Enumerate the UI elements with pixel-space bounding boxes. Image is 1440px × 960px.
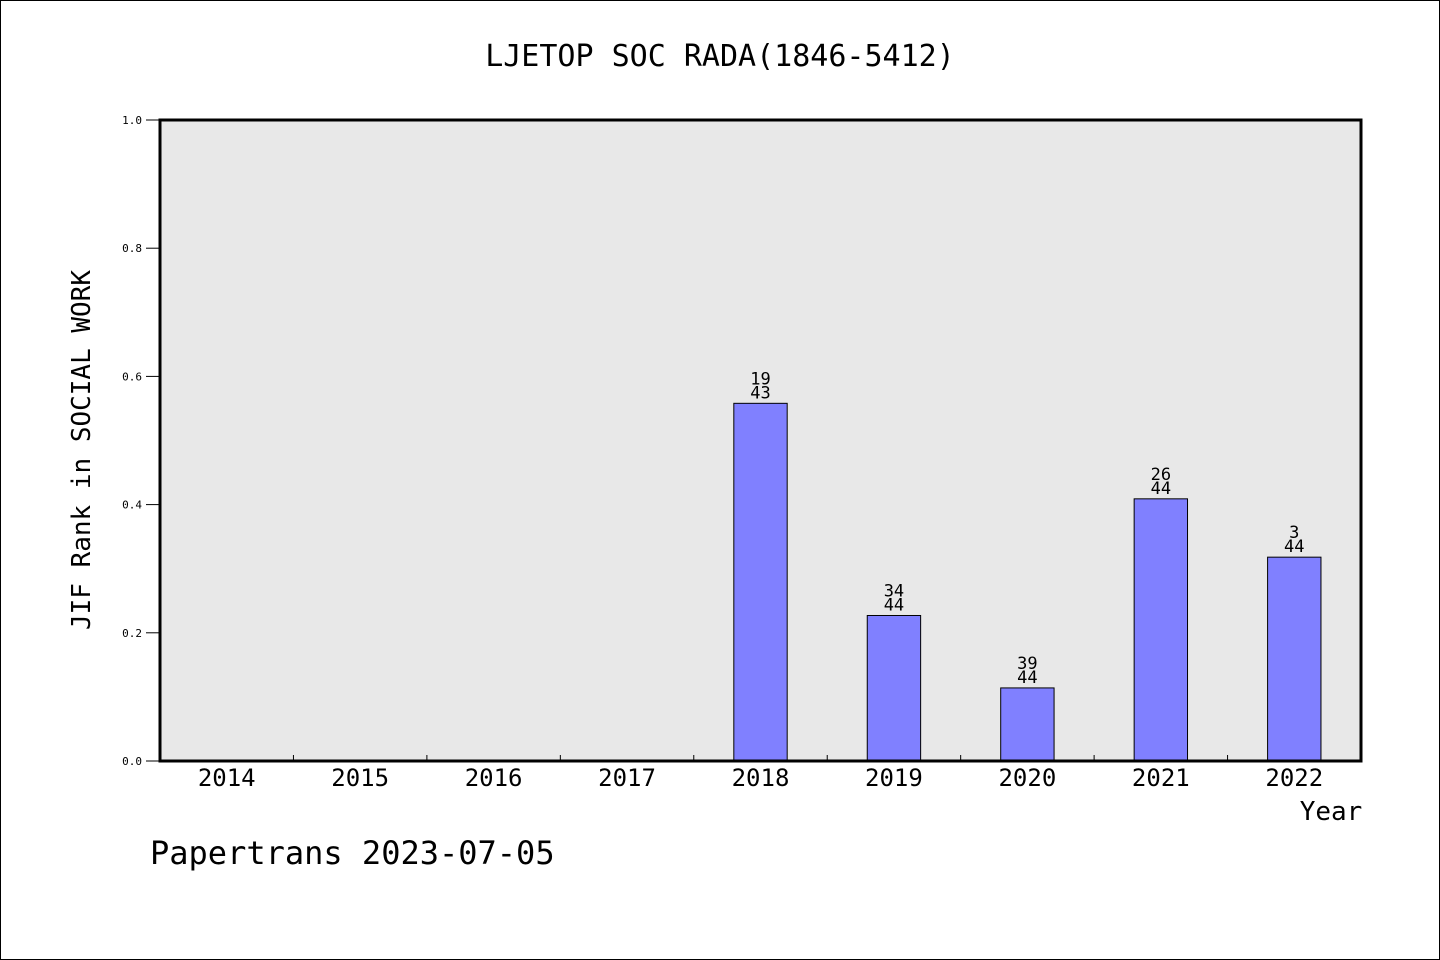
y-axis-label: JIF Rank in SOCIAL WORK — [67, 270, 97, 630]
bar-rank-label-2018: 19 — [750, 369, 770, 389]
footer-text: Papertrans 2023-07-05 — [150, 834, 555, 872]
bar-2021 — [1133, 498, 1189, 762]
bar-total-label-2018: 43 — [750, 383, 770, 403]
x-tick-label-2014: 2014 — [198, 764, 256, 792]
bar-rank-label-2021: 26 — [1151, 465, 1171, 485]
x-tick-label-2016: 2016 — [465, 764, 523, 792]
bar-rank-label-2019: 34 — [884, 581, 904, 601]
bar-total-label-2021: 44 — [1151, 479, 1171, 499]
y-tick-label-0.6: 0.6 — [122, 370, 142, 383]
bar-total-label-2019: 44 — [884, 595, 904, 615]
x-tick-label-2022: 2022 — [1265, 764, 1323, 792]
bar-rank-label-2020: 39 — [1017, 654, 1037, 674]
y-tick-label-0.2: 0.2 — [122, 627, 142, 640]
plot-border — [158, 118, 1363, 763]
x-tick-label-2015: 2015 — [331, 764, 389, 792]
y-tick-label-0.4: 0.4 — [122, 499, 142, 512]
x-tick-label-2017: 2017 — [598, 764, 656, 792]
bar-2019 — [866, 614, 922, 762]
bar-2018 — [733, 402, 788, 762]
y-tick-label-0.0: 0.0 — [122, 755, 142, 768]
x-tick-label-2020: 2020 — [998, 764, 1056, 792]
bar-2022 — [1267, 556, 1322, 762]
bar-2020 — [1000, 687, 1055, 762]
x-axis-label: Year — [1300, 797, 1363, 827]
y-tick-label-0.8: 0.8 — [122, 242, 142, 255]
y-tick-label-1.0: 1.0 — [122, 114, 142, 127]
bar-rank-label-2022: 3 — [1289, 523, 1299, 543]
bar-total-label-2022: 44 — [1284, 537, 1304, 557]
bar-total-label-2020: 44 — [1017, 668, 1037, 688]
x-tick-label-2021: 2021 — [1132, 764, 1190, 792]
x-tick-label-2018: 2018 — [732, 764, 790, 792]
x-tick-label-2019: 2019 — [865, 764, 923, 792]
chart-title: LJETOP SOC RADA(1846-5412) — [485, 39, 955, 74]
